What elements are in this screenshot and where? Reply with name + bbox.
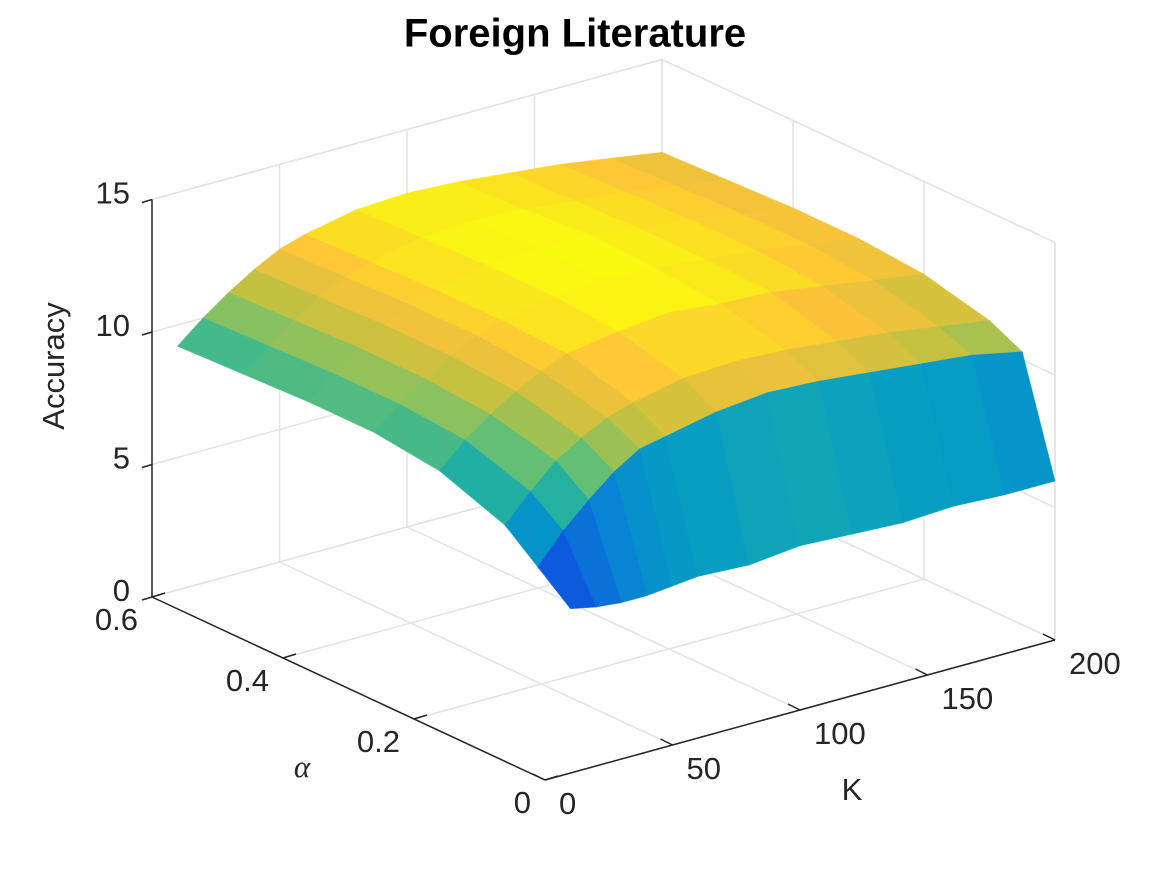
z-tick	[141, 463, 153, 469]
x-tick-label: 200	[1069, 646, 1121, 681]
z-tick	[141, 331, 153, 336]
box-edge	[151, 58, 663, 201]
z-tick	[141, 198, 153, 204]
y-tick-label: 0.6	[95, 602, 138, 637]
x-tick-label: 0	[559, 786, 576, 821]
y-tick-label: 0	[514, 785, 531, 820]
x-tick	[915, 668, 928, 676]
y-axis	[151, 596, 546, 781]
y-tick	[544, 775, 559, 781]
z-tick-label: 0	[113, 573, 130, 608]
x-axis-label: K	[842, 772, 863, 807]
surface-patch	[537, 529, 597, 610]
x-tick	[532, 773, 546, 781]
box-edge	[661, 58, 1056, 244]
x-tick	[787, 703, 801, 711]
z-tick	[141, 596, 153, 601]
y-tick-label: 0.2	[357, 724, 400, 759]
y-axis-label: α	[294, 749, 311, 784]
grid-line	[413, 578, 925, 720]
x-tick	[1042, 633, 1056, 641]
x-tick-label: 100	[814, 716, 866, 751]
y-tick	[413, 714, 428, 720]
x-tick	[660, 738, 673, 746]
z-axis-label: Accuracy	[36, 302, 71, 430]
z-tick-label: 10	[96, 308, 130, 343]
x-tick-label: 150	[942, 681, 994, 716]
z-tick-label: 5	[113, 441, 130, 476]
grid-line	[406, 526, 801, 711]
grid-line	[279, 561, 673, 746]
x-tick-label: 50	[687, 751, 721, 786]
z-tick-label: 15	[96, 176, 130, 211]
y-tick-label: 0.4	[226, 663, 269, 698]
y-tick	[151, 592, 166, 598]
chart-title: Foreign Literature	[404, 12, 746, 56]
y-tick	[282, 653, 297, 659]
